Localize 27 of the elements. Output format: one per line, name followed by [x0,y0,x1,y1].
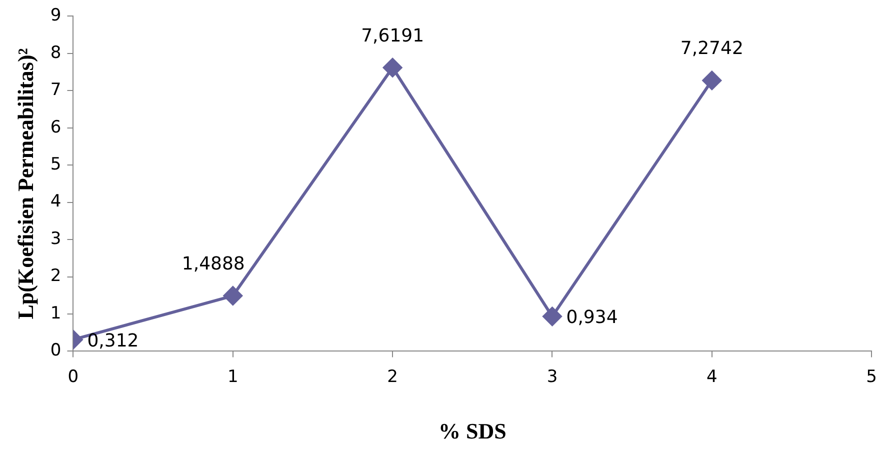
point [702,70,722,90]
y-tick-label: 7 [50,80,62,100]
x-tick-label: 3 [546,366,558,387]
data-label: 0,934 [566,307,618,328]
x-tick-label: 2 [387,366,398,387]
y-tick-label: 0 [50,340,62,361]
x-tick-label: 0 [68,366,79,387]
y-tick-label: 5 [50,154,62,175]
y-tick-label: 8 [50,42,62,63]
point [383,58,402,78]
y-axis-title: Lp(Koefisien Permeabilitas)² [12,48,38,320]
y-tick-label: 2 [50,266,62,286]
y-tick-label: 6 [50,117,62,138]
y-tick-label: 4 [50,192,62,212]
point [542,306,562,326]
y-tick-label: 1 [50,303,62,324]
x-tick-label: 1 [227,366,238,387]
x-axis-title: % SDS [438,418,506,444]
point [223,286,242,306]
data-label: 0,312 [87,330,139,352]
x-tick-label: 4 [706,366,718,387]
y-tick-label: 9 [50,6,62,26]
x-tick-label: 5 [866,366,878,387]
y-tick-label: 3 [50,228,62,249]
data-label: 7,6191 [361,25,424,46]
data-label: 1,4888 [182,253,245,274]
data-label: 7,2742 [680,38,744,60]
